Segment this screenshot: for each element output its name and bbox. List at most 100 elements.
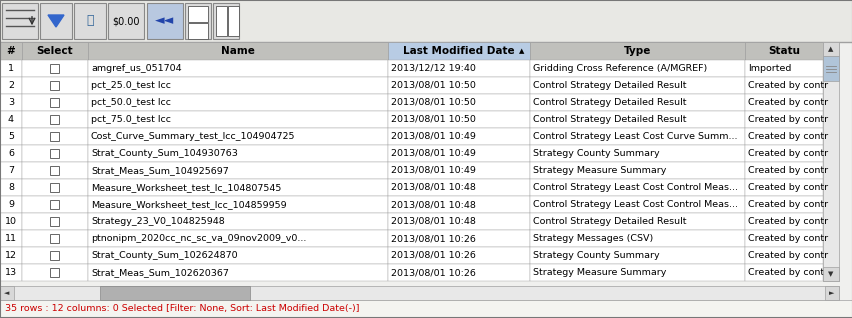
Bar bbox=[0, 77, 22, 94]
Text: ▲: ▲ bbox=[519, 48, 524, 54]
Bar bbox=[22, 264, 88, 281]
Bar bbox=[529, 94, 744, 111]
Bar bbox=[822, 42, 838, 281]
Bar bbox=[187, 6, 208, 22]
Bar bbox=[22, 196, 88, 213]
Bar bbox=[50, 268, 60, 277]
Bar bbox=[388, 77, 529, 94]
Bar bbox=[22, 247, 88, 264]
Text: 2013/08/01 10:49: 2013/08/01 10:49 bbox=[390, 166, 475, 175]
Text: 2: 2 bbox=[8, 81, 14, 90]
Text: Created by contr: Created by contr bbox=[747, 234, 827, 243]
Bar bbox=[824, 286, 838, 300]
Bar bbox=[0, 60, 22, 77]
Text: Statu: Statu bbox=[767, 46, 799, 56]
Bar bbox=[22, 162, 88, 179]
Bar bbox=[822, 56, 838, 81]
Text: Control Strategy Least Cost Control Meas...: Control Strategy Least Cost Control Meas… bbox=[532, 200, 737, 209]
Bar bbox=[388, 179, 529, 196]
Text: Control Strategy Detailed Result: Control Strategy Detailed Result bbox=[532, 115, 686, 124]
Text: Created by contr: Created by contr bbox=[747, 132, 827, 141]
Bar bbox=[88, 94, 388, 111]
Text: 2013/08/01 10:50: 2013/08/01 10:50 bbox=[390, 81, 475, 90]
Bar bbox=[0, 286, 838, 300]
Text: pct_75.0_test lcc: pct_75.0_test lcc bbox=[91, 115, 170, 124]
Bar bbox=[388, 264, 529, 281]
Bar bbox=[0, 179, 22, 196]
Text: Strat_County_Sum_102624870: Strat_County_Sum_102624870 bbox=[91, 251, 238, 260]
Bar bbox=[50, 64, 60, 73]
Bar bbox=[22, 179, 88, 196]
Bar bbox=[50, 200, 60, 209]
Text: Measure_Worksheet_test_lcc_104859959: Measure_Worksheet_test_lcc_104859959 bbox=[91, 200, 286, 209]
Bar bbox=[22, 145, 88, 162]
Bar bbox=[529, 179, 744, 196]
Bar bbox=[529, 162, 744, 179]
Bar bbox=[529, 42, 744, 60]
Text: 2013/12/12 19:40: 2013/12/12 19:40 bbox=[390, 64, 475, 73]
Text: 2013/08/01 10:26: 2013/08/01 10:26 bbox=[390, 268, 475, 277]
Text: Created by contr: Created by contr bbox=[747, 183, 827, 192]
Bar bbox=[88, 60, 388, 77]
Bar bbox=[0, 300, 852, 318]
Bar bbox=[88, 162, 388, 179]
Bar bbox=[388, 42, 529, 60]
Text: Imported: Imported bbox=[747, 64, 791, 73]
Bar bbox=[88, 213, 388, 230]
Text: 2013/08/01 10:49: 2013/08/01 10:49 bbox=[390, 149, 475, 158]
Text: 2013/08/01 10:50: 2013/08/01 10:50 bbox=[390, 115, 475, 124]
Text: 13: 13 bbox=[5, 268, 17, 277]
Bar bbox=[744, 264, 822, 281]
Bar bbox=[100, 286, 250, 300]
Text: Strategy County Summary: Strategy County Summary bbox=[532, 149, 659, 158]
Bar bbox=[22, 77, 88, 94]
Bar bbox=[529, 77, 744, 94]
Text: 2013/08/01 10:48: 2013/08/01 10:48 bbox=[390, 183, 475, 192]
Bar bbox=[50, 98, 60, 107]
Text: Strategy County Summary: Strategy County Summary bbox=[532, 251, 659, 260]
Bar bbox=[88, 196, 388, 213]
Bar bbox=[529, 111, 744, 128]
Bar bbox=[22, 128, 88, 145]
Text: ◄◄: ◄◄ bbox=[155, 15, 175, 27]
Text: Created by contr: Created by contr bbox=[747, 81, 827, 90]
Text: 4: 4 bbox=[8, 115, 14, 124]
Bar bbox=[744, 111, 822, 128]
Text: Strat_County_Sum_104930763: Strat_County_Sum_104930763 bbox=[91, 149, 238, 158]
Bar bbox=[88, 145, 388, 162]
Bar bbox=[50, 81, 60, 90]
Text: Strategy Measure Summary: Strategy Measure Summary bbox=[532, 268, 665, 277]
Bar bbox=[88, 111, 388, 128]
Bar bbox=[744, 60, 822, 77]
Bar bbox=[50, 149, 60, 158]
Bar bbox=[213, 3, 239, 39]
Text: $0.00: $0.00 bbox=[112, 16, 140, 26]
Bar bbox=[0, 0, 852, 42]
Bar bbox=[388, 230, 529, 247]
Bar bbox=[50, 132, 60, 141]
Bar bbox=[216, 6, 227, 36]
Text: 2013/08/01 10:49: 2013/08/01 10:49 bbox=[390, 132, 475, 141]
Bar bbox=[529, 196, 744, 213]
Bar bbox=[22, 213, 88, 230]
Bar bbox=[88, 247, 388, 264]
Bar bbox=[22, 111, 88, 128]
Text: Control Strategy Least Cost Control Meas...: Control Strategy Least Cost Control Meas… bbox=[532, 183, 737, 192]
Text: 2013/08/01 10:26: 2013/08/01 10:26 bbox=[390, 251, 475, 260]
Bar bbox=[388, 162, 529, 179]
Bar bbox=[744, 145, 822, 162]
Polygon shape bbox=[48, 15, 64, 27]
Text: ◄: ◄ bbox=[4, 290, 9, 296]
Bar bbox=[50, 115, 60, 124]
Text: Type: Type bbox=[623, 46, 650, 56]
Bar bbox=[388, 213, 529, 230]
Bar bbox=[0, 196, 22, 213]
Bar bbox=[88, 179, 388, 196]
Bar bbox=[0, 111, 22, 128]
Text: 35 rows : 12 columns: 0 Selected [Filter: None, Sort: Last Modified Date(-)]: 35 rows : 12 columns: 0 Selected [Filter… bbox=[5, 305, 359, 314]
Text: 12: 12 bbox=[5, 251, 17, 260]
Bar bbox=[0, 230, 22, 247]
Bar bbox=[0, 145, 22, 162]
Text: Created by contr: Created by contr bbox=[747, 149, 827, 158]
Bar bbox=[388, 60, 529, 77]
